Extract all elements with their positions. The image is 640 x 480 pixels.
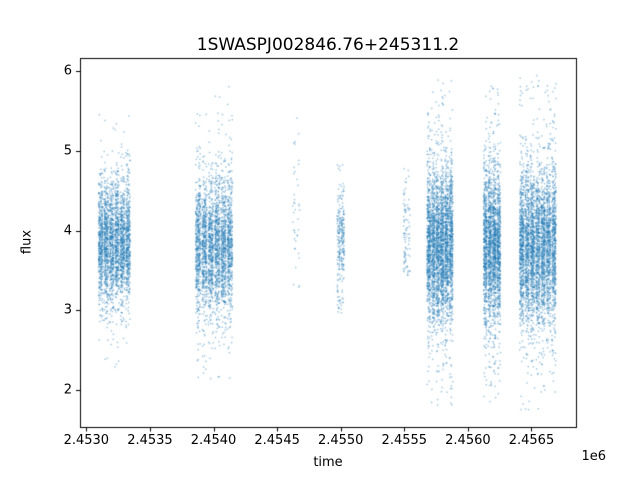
x-tick-label: 2.4535 — [127, 433, 173, 448]
y-tick-label: 5 — [63, 143, 72, 159]
x-tick-label: 2.4555 — [381, 433, 428, 448]
y-tick-label: 3 — [63, 302, 72, 318]
y-tick-label: 2 — [63, 382, 72, 398]
x-tick-label: 2.4545 — [254, 433, 300, 448]
y-tick-label: 4 — [63, 223, 72, 239]
x-tick-label: 2.4540 — [190, 433, 237, 448]
y-axis-label: flux — [19, 229, 35, 255]
x-tick-label: 2.4560 — [445, 433, 491, 448]
chart-title: 1SWASPJ002846.76+245311.2 — [196, 35, 460, 55]
x-tick-label: 2.4530 — [63, 433, 110, 448]
x-tick-label: 2.4550 — [317, 433, 364, 448]
y-tick-label: 6 — [63, 63, 72, 79]
x-tick-label: 2.4565 — [508, 433, 555, 448]
x-axis-label: time — [313, 455, 343, 470]
x-axis-offset-label: 1e6 — [581, 449, 606, 464]
